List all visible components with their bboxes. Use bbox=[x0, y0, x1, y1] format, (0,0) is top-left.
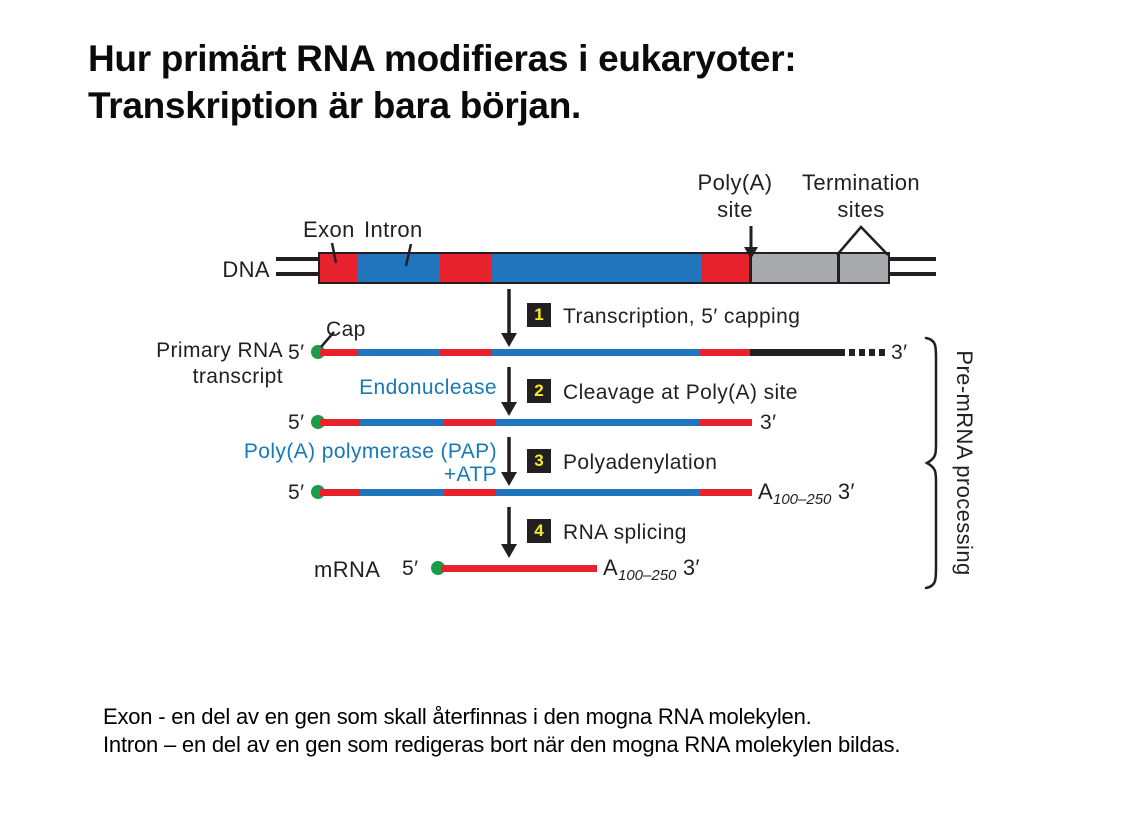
rna-exon-segment bbox=[320, 489, 360, 496]
rna-exon-segment bbox=[440, 349, 492, 356]
rna-continuation-dashes bbox=[849, 349, 887, 356]
three-prime-label: 3′ bbox=[837, 479, 855, 504]
primary-transcript-label: Primary RNA transcript bbox=[133, 338, 283, 390]
step-2-number-box: 2 bbox=[527, 379, 551, 403]
three-prime-label: 3′ bbox=[760, 411, 777, 434]
exon-label: Exon bbox=[303, 217, 355, 242]
rna-exon-segment bbox=[700, 419, 752, 426]
rna-intron-segment bbox=[358, 349, 440, 356]
rna-intron-segment bbox=[360, 419, 444, 426]
polya-tail-count: 100–250 bbox=[772, 491, 832, 508]
atp-label: +ATP bbox=[443, 463, 497, 486]
primary-rna-line bbox=[320, 349, 845, 356]
five-prime-label: 5′ bbox=[288, 341, 305, 364]
footnote-intron: Intron – en del av en gen som redigeras … bbox=[103, 732, 901, 757]
step-4-label: RNA splicing bbox=[563, 521, 687, 544]
dna-strand-right-bottom bbox=[889, 272, 936, 276]
rna-intron-segment bbox=[496, 419, 700, 426]
step-1-arrowhead bbox=[501, 333, 517, 347]
dna-strand-right-top bbox=[889, 257, 936, 261]
rna-exon-segment bbox=[444, 489, 496, 496]
step-1-label: Transcription, 5′ capping bbox=[563, 305, 801, 328]
dna-strand-left-bottom bbox=[276, 272, 319, 276]
polya-tail-a: A bbox=[603, 555, 618, 580]
dna-intron-segment bbox=[492, 254, 702, 282]
dna-exon-segment bbox=[440, 254, 492, 282]
termination-label-line2: sites bbox=[837, 197, 885, 222]
endonuclease-label: Endonuclease bbox=[359, 376, 497, 399]
cleaved-rna-line bbox=[320, 419, 752, 426]
rna-exon-segment bbox=[444, 419, 496, 426]
dna-gene-bar bbox=[318, 252, 890, 284]
dna-termination-divider bbox=[837, 254, 840, 282]
slide-title-line-2: Transkription är bara början. bbox=[88, 85, 581, 126]
rna-intron-segment bbox=[360, 489, 444, 496]
intron-label: Intron bbox=[364, 217, 423, 242]
polya-site-label-line1: Poly(A) bbox=[697, 170, 773, 195]
polya-tail-a: A bbox=[758, 479, 773, 504]
polyadenylated-rna-line bbox=[320, 489, 752, 496]
cap-label: Cap bbox=[326, 318, 366, 341]
dna-termination-segment bbox=[840, 254, 888, 282]
rna-intron-segment bbox=[496, 489, 700, 496]
dna-exon-segment bbox=[320, 254, 357, 282]
rna-intron-segment bbox=[492, 349, 700, 356]
dna-exon-segment bbox=[702, 254, 752, 282]
polya-tail-label: A100–250 3′ bbox=[758, 479, 855, 508]
dna-label: DNA bbox=[222, 257, 270, 282]
five-prime-label: 5′ bbox=[288, 411, 305, 434]
rna-exon-segment bbox=[320, 349, 358, 356]
step-3-label: Polyadenylation bbox=[563, 451, 718, 474]
polya-site-label: Poly(A) site bbox=[690, 169, 780, 223]
primary-transcript-label-line2: transcript bbox=[192, 365, 283, 388]
step-3-arrowhead bbox=[501, 472, 517, 486]
dna-downstream-segment bbox=[752, 254, 837, 282]
three-prime-label: 3′ bbox=[682, 555, 700, 580]
rna-exon-segment bbox=[700, 489, 752, 496]
primary-transcript-label-line1: Primary RNA bbox=[156, 339, 283, 362]
mrna-label: mRNA bbox=[314, 557, 381, 582]
step-2-arrowhead bbox=[501, 402, 517, 416]
rna-exon-segment bbox=[700, 349, 750, 356]
five-prime-label: 5′ bbox=[288, 481, 305, 504]
polya-tail-label: A100–250 3′ bbox=[603, 555, 700, 584]
termination-sites-pointer bbox=[836, 225, 889, 256]
five-prime-label: 5′ bbox=[402, 557, 419, 580]
pap-enzyme-label: Poly(A) polymerase (PAP) bbox=[243, 440, 497, 463]
step-2-label: Cleavage at Poly(A) site bbox=[563, 381, 798, 404]
dna-strand-left-top bbox=[276, 257, 319, 261]
three-prime-label: 3′ bbox=[891, 341, 908, 364]
rna-downstream-segment bbox=[750, 349, 845, 356]
polya-tail-count: 100–250 bbox=[617, 567, 677, 584]
mrna-line bbox=[441, 565, 597, 572]
pre-mrna-processing-brace bbox=[924, 336, 938, 590]
step-4-number-box: 4 bbox=[527, 519, 551, 543]
termination-sites-label: Termination sites bbox=[795, 169, 927, 223]
step-3-number-box: 3 bbox=[527, 449, 551, 473]
step-4-arrowhead bbox=[501, 544, 517, 558]
step-1-number-box: 1 bbox=[527, 303, 551, 327]
rna-exon-segment bbox=[320, 419, 360, 426]
dna-intron-segment bbox=[357, 254, 440, 282]
footnote-exon: Exon - en del av en gen som skall återfi… bbox=[103, 704, 812, 729]
polya-site-label-line2: site bbox=[717, 197, 753, 222]
termination-label-line1: Termination bbox=[801, 170, 921, 195]
pre-mrna-processing-label: Pre-mRNA processing bbox=[952, 350, 977, 576]
slide-title-line-1: Hur primärt RNA modifieras i eukaryoter: bbox=[88, 38, 797, 79]
